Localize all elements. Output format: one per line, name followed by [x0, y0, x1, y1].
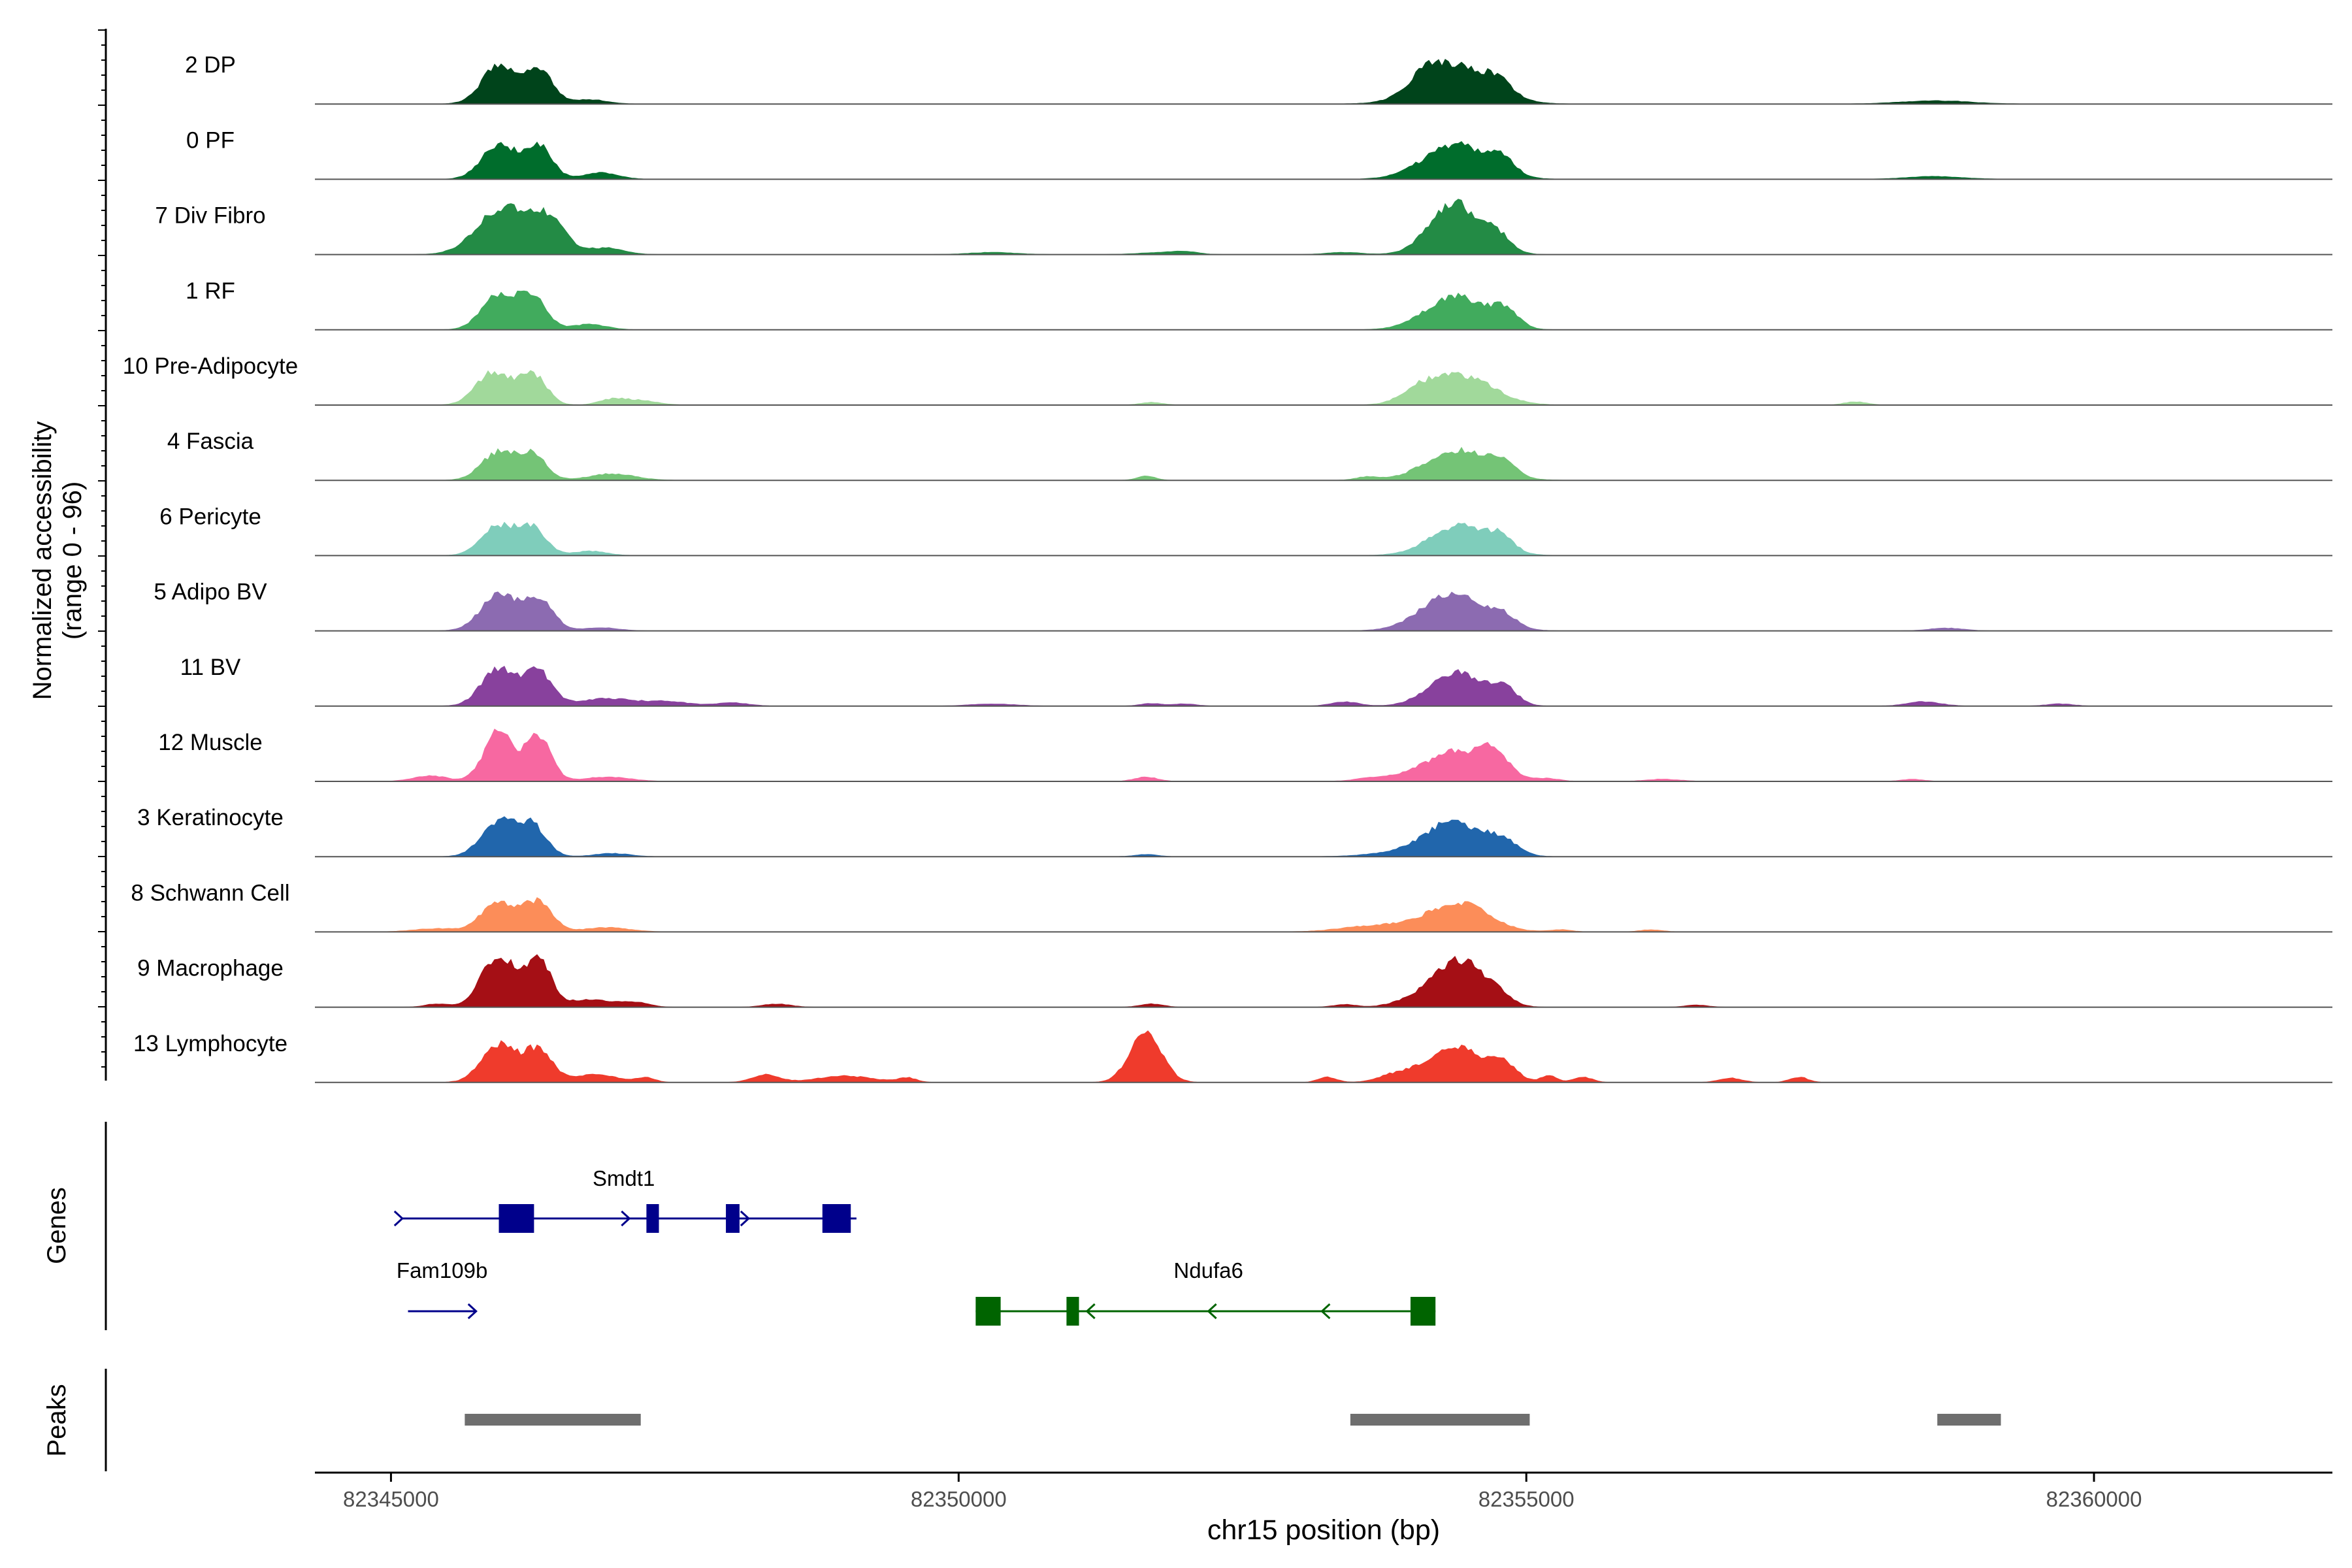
gene-exon: [975, 1297, 1001, 1326]
coverage-area: [315, 141, 2332, 180]
track-label: 11 BV: [180, 655, 241, 680]
coverage-area: [315, 728, 2332, 782]
track-label: 2 DP: [185, 52, 236, 78]
strand-arrow: [740, 1210, 751, 1227]
coverage-area: [315, 666, 2332, 707]
track-label: 13 Lymphocyte: [133, 1031, 287, 1056]
x-tick-label: 82350000: [911, 1487, 1007, 1511]
strand-arrow: [621, 1210, 631, 1227]
track-label: 1 RF: [186, 278, 235, 304]
track-9: 11 BV: [180, 655, 2332, 707]
coverage-area: [315, 447, 2332, 481]
gene-smdt1: Smdt1: [393, 1166, 857, 1233]
gene-label: Fam109b: [397, 1258, 487, 1282]
gene-annotation: Smdt1 Fam109b Ndufa6: [393, 1166, 1436, 1326]
x-tick-label: 82355000: [1478, 1487, 1575, 1511]
x-tick-label: 82345000: [343, 1487, 439, 1511]
x-axis-title: chr15 position (bp): [1207, 1514, 1440, 1546]
track-10: 12 Muscle: [158, 728, 2332, 782]
coverage-area: [315, 954, 2332, 1008]
gene-exon: [1066, 1297, 1079, 1326]
coverage-area: [315, 59, 2332, 105]
track-5: 10 Pre-Adipocyte: [123, 353, 2332, 406]
track-7: 6 Pericyte: [159, 504, 2332, 557]
track-label: 9 Macrophage: [137, 956, 284, 981]
track-6: 4 Fascia: [167, 429, 2332, 482]
peak-region-bar: [465, 1414, 641, 1426]
y-axis-label-range: (range 0 - 96): [58, 482, 87, 640]
strand-arrow: [1085, 1303, 1096, 1320]
track-label: 6 Pericyte: [159, 504, 261, 529]
track-label: 3 Keratinocyte: [137, 805, 284, 830]
track-8: 5 Adipo BV: [154, 580, 2332, 632]
gene-fam109b: Fam109b: [397, 1258, 487, 1320]
gene-exon: [646, 1204, 659, 1233]
track-11: 3 Keratinocyte: [137, 805, 2332, 858]
track-label: 4 Fascia: [167, 429, 254, 454]
gene-exon: [822, 1204, 851, 1233]
gene-exon: [726, 1204, 740, 1233]
y-axis-ticks: [98, 29, 106, 1068]
gene-ndufa6: Ndufa6: [975, 1258, 1436, 1326]
peaks-label: Peaks: [42, 1384, 71, 1456]
coverage-area: [315, 591, 2332, 632]
gene-exon: [1410, 1297, 1436, 1326]
track-14: 13 Lymphocyte: [133, 1030, 2332, 1083]
gene-label: Smdt1: [593, 1166, 655, 1190]
track-1: 2 DP: [185, 52, 2332, 105]
track-label: 7 Div Fibro: [155, 203, 265, 229]
x-axis-ticks: 82345000 82350000 82355000 82360000: [343, 1473, 2142, 1511]
track-2: 0 PF: [186, 127, 2332, 180]
track-label: 0 PF: [186, 127, 235, 153]
y-axis-label: Normalized accessibility: [28, 421, 57, 700]
coverage-area: [315, 370, 2332, 406]
strand-arrow: [393, 1210, 404, 1227]
coverage-area: [315, 199, 2332, 255]
strand-arrow: [467, 1303, 478, 1320]
track-label: 12 Muscle: [158, 730, 263, 755]
track-3: 7 Div Fibro: [155, 199, 2332, 255]
peak-regions: [465, 1414, 2001, 1426]
genes-label: Genes: [42, 1187, 71, 1264]
track-label: 5 Adipo BV: [154, 580, 267, 605]
coverage-area: [315, 816, 2332, 857]
track-4: 1 RF: [186, 278, 2332, 331]
strand-arrow: [1207, 1303, 1217, 1320]
track-13: 9 Macrophage: [137, 954, 2332, 1008]
gene-exon: [498, 1204, 534, 1233]
coverage-area: [315, 1030, 2332, 1083]
track-label: 8 Schwann Cell: [131, 880, 289, 906]
x-tick-label: 82360000: [2046, 1487, 2142, 1511]
gene-label: Ndufa6: [1173, 1258, 1243, 1282]
coverage-area: [315, 897, 2332, 932]
coverage-area: [315, 290, 2332, 331]
track-label: 10 Pre-Adipocyte: [123, 353, 298, 379]
strand-arrow: [1320, 1303, 1331, 1320]
peak-region-bar: [1350, 1414, 1530, 1426]
track-12: 8 Schwann Cell: [131, 880, 2332, 933]
coverage-tracks: 2 DP 0 PF 7 Div Fibro 1 RF 10 Pre-Adipocyte 4…: [123, 52, 2332, 1083]
coverage-area: [315, 521, 2332, 556]
peak-region-bar: [1937, 1414, 2001, 1426]
